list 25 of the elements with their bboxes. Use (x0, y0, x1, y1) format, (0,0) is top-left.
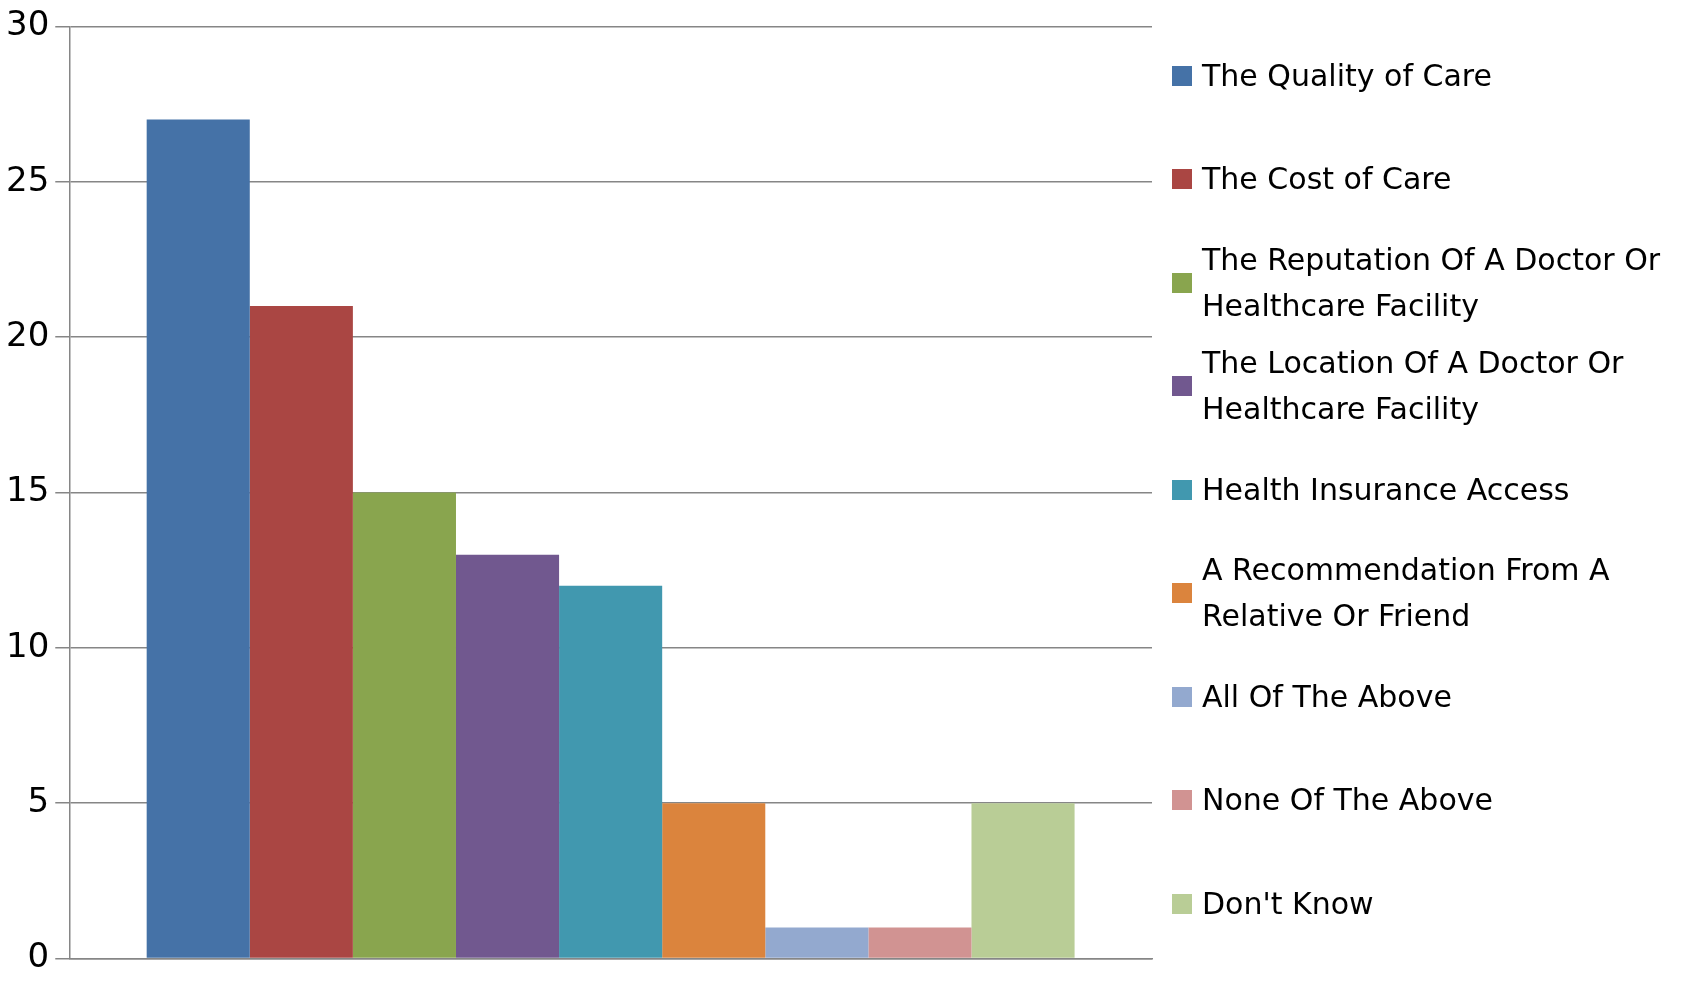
y-tick-label: 0 (27, 935, 50, 976)
bar (971, 803, 1075, 958)
bar (662, 803, 766, 958)
bar (868, 927, 972, 958)
legend-label: None Of The Above (1202, 781, 1493, 820)
bar (146, 119, 250, 958)
legend-label: The Location Of A Doctor Or Healthcare Facility (1202, 344, 1625, 429)
y-tick-label: 30 (6, 3, 50, 44)
legend-label: All Of The Above (1202, 677, 1452, 716)
legend-label: The Quality of Care (1202, 56, 1492, 95)
y-tick-label: 15 (6, 469, 50, 510)
bar (352, 492, 456, 958)
legend-label: The Cost of Care (1202, 160, 1452, 199)
legend-label: The Reputation Of A Doctor Or Healthcare Facility (1202, 240, 1662, 325)
legend-label: Health Insurance Access (1202, 470, 1570, 509)
y-tick-label: 25 (6, 158, 50, 199)
legend-label: A Recommendation From A Relative Or Friend (1202, 551, 1611, 636)
bar (765, 927, 869, 958)
y-tick-label: 20 (6, 313, 50, 354)
y-tick-label: 10 (6, 624, 50, 665)
bar (455, 554, 560, 958)
bar (249, 306, 353, 958)
legend-label: Don't Know (1202, 884, 1374, 923)
y-tick-label: 5 (27, 780, 50, 821)
bar (559, 585, 663, 958)
